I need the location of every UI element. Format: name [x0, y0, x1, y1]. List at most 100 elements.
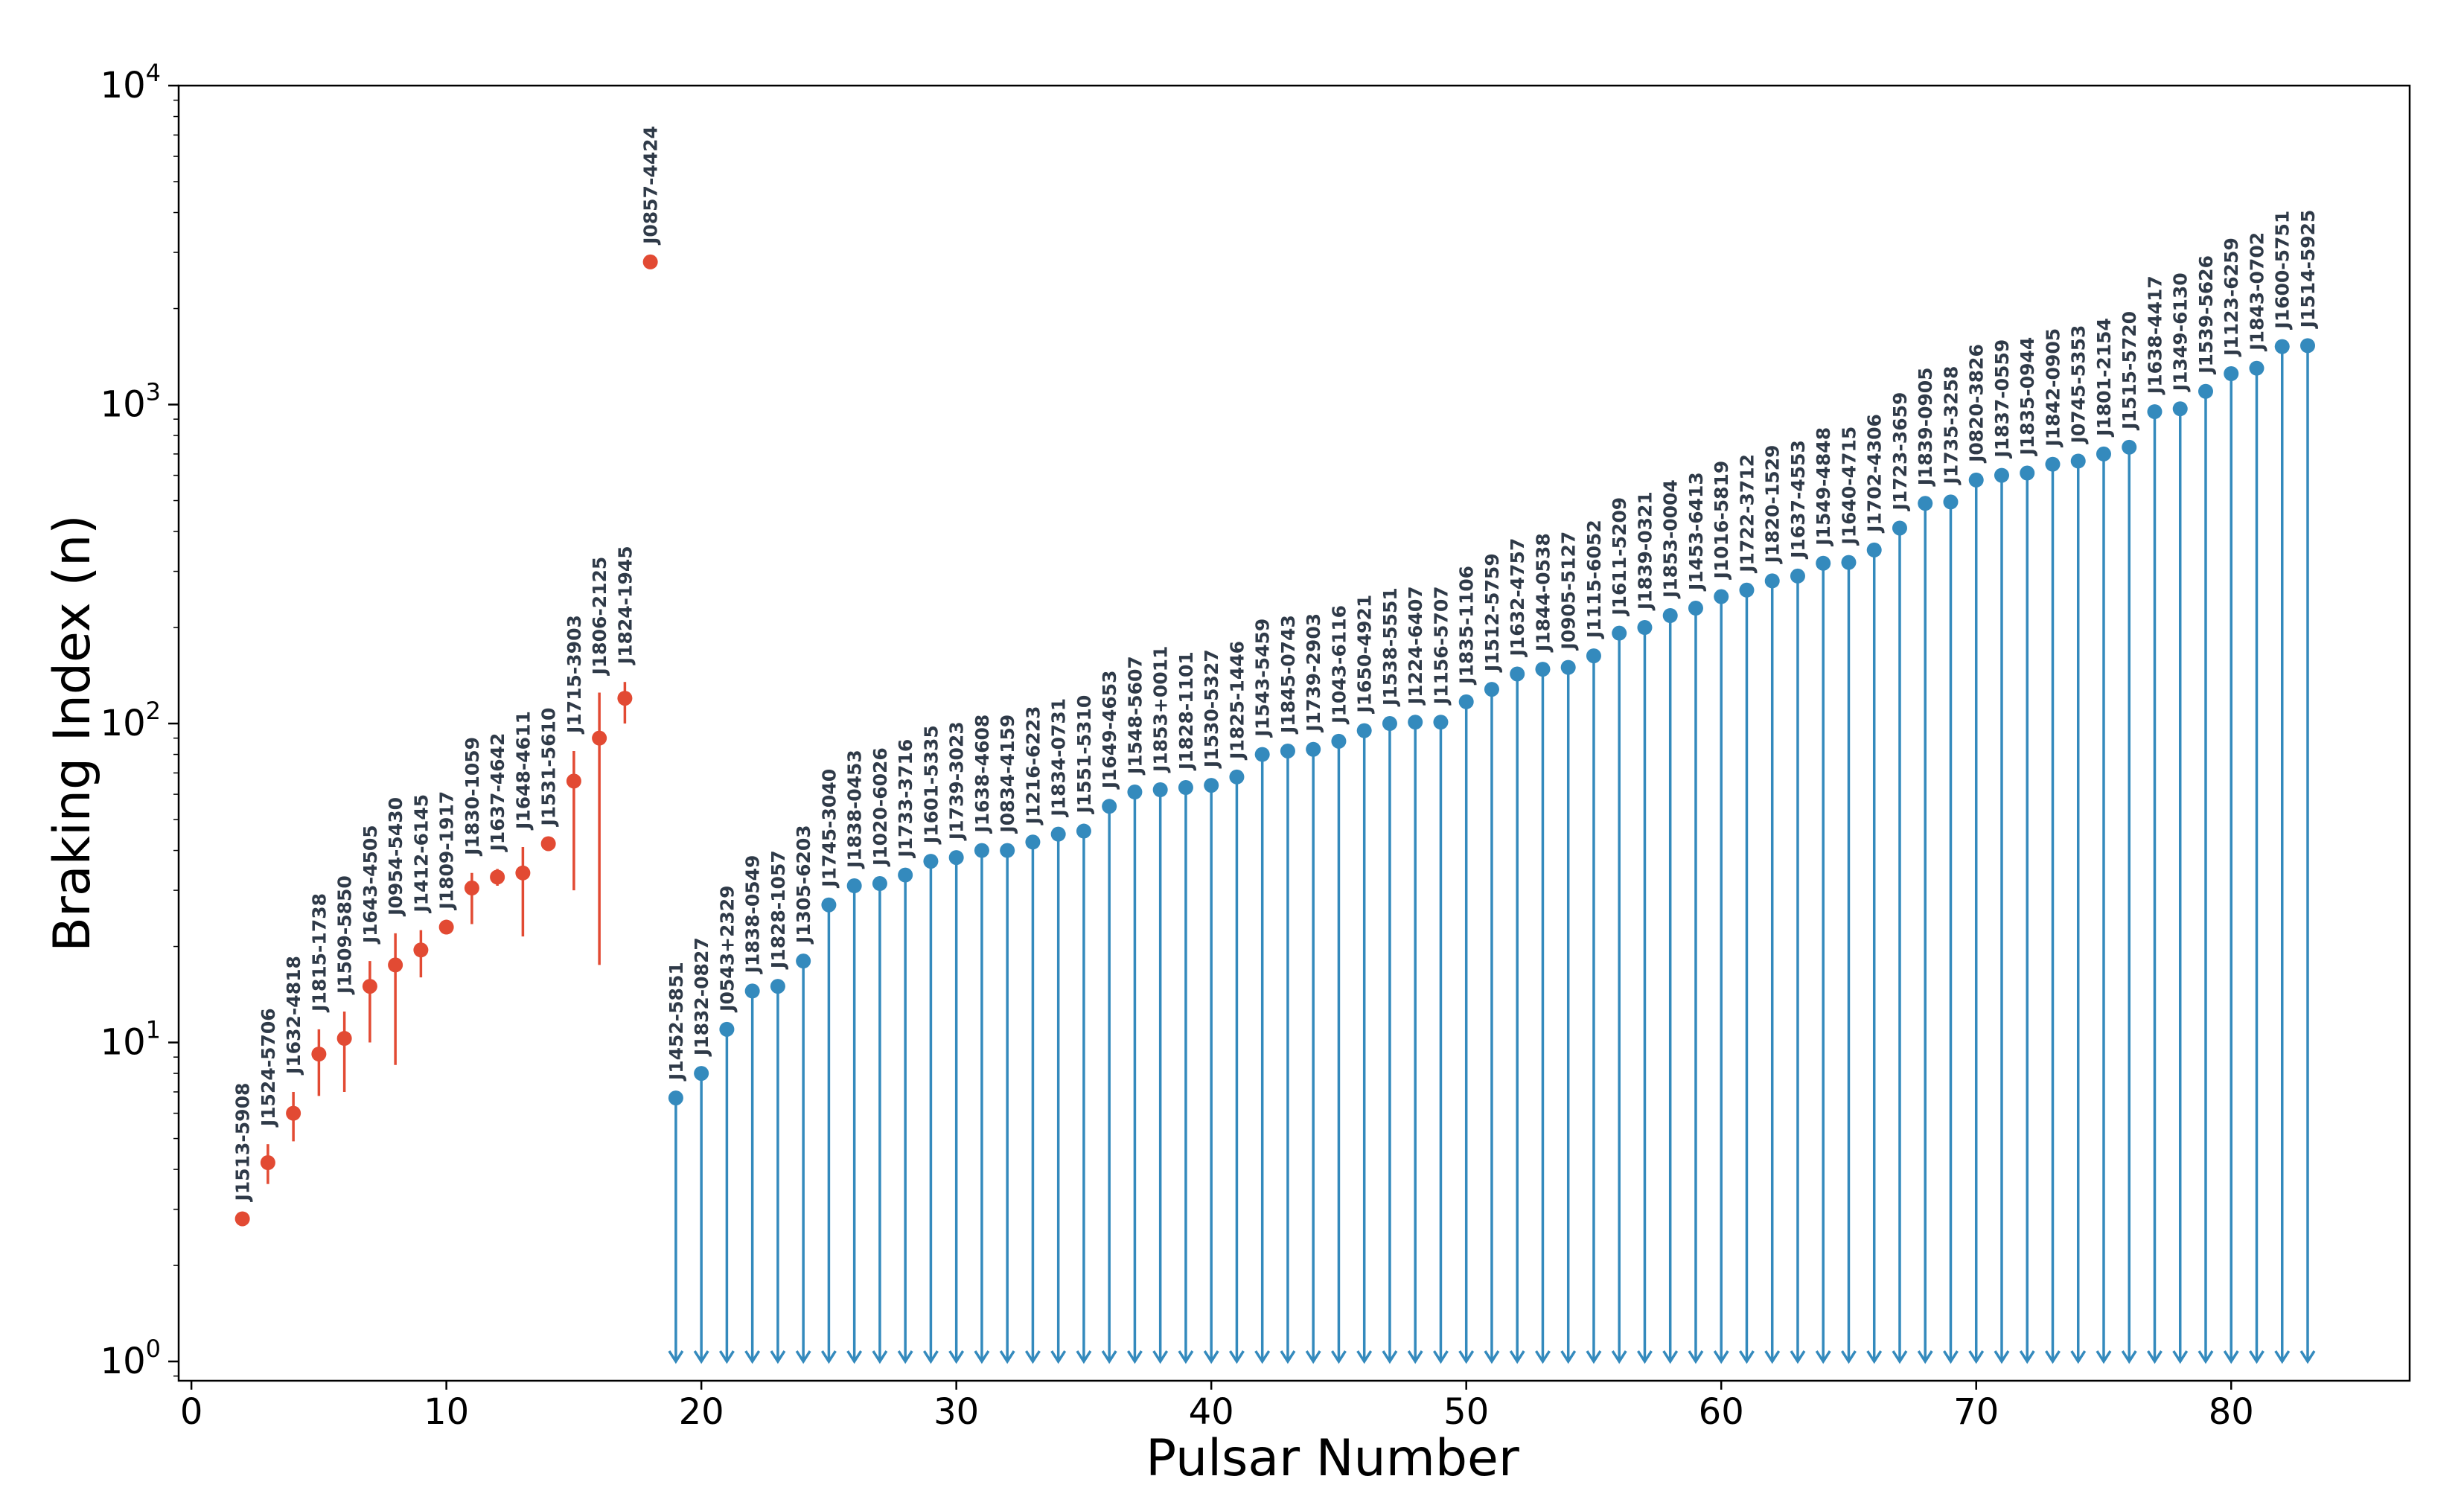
pulsar-label: J1830-1059 [462, 737, 483, 857]
upper-limit-arrow [718, 1350, 735, 1364]
data-point [1586, 648, 1601, 664]
pulsar-label: J0834-4159 [997, 715, 1018, 834]
data-point [1866, 542, 1882, 558]
data-point [311, 1047, 327, 1062]
x-tick-label: 60 [1699, 1391, 1744, 1433]
pulsar-label: J1801-2154 [2093, 318, 2115, 438]
pulsar-label: J1815-1738 [308, 893, 330, 1013]
upper-limit-arrow [1790, 1350, 1806, 1364]
data-point [872, 876, 887, 892]
data-point [796, 953, 811, 969]
pulsar-label: J1632-4757 [1507, 538, 1528, 658]
y-axis: 100 101 102 103 104 [100, 59, 179, 1382]
upper-limit-arrow [1534, 1350, 1551, 1364]
upper-limit-arrow [2070, 1350, 2087, 1364]
upper-limit-arrow [1050, 1350, 1067, 1364]
upper-limit-arrow [1228, 1350, 1245, 1364]
pulsar-label: J1452-5851 [666, 962, 687, 1082]
data-point [413, 942, 429, 958]
pulsar-label: J1349-6130 [2170, 272, 2192, 392]
pulsar-label: J1820-1529 [1762, 445, 1784, 565]
pulsar-label: J0857-4424 [640, 126, 662, 246]
y-tick-label: 101 [100, 1016, 161, 1064]
upper-limit-arrow [2019, 1350, 2035, 1364]
upper-limit-arrow [1178, 1350, 1194, 1364]
data-point [617, 691, 633, 706]
pulsar-label: J1843-0702 [2246, 232, 2267, 352]
x-axis-title: Pulsar Number [1146, 1429, 1519, 1488]
x-tick-label: 70 [1953, 1391, 1999, 1433]
pulsar-label: J1845-0743 [1277, 615, 1299, 735]
pulsar-label: J1839-0321 [1634, 491, 1656, 611]
pulsar-label: J0905-5127 [1558, 531, 1580, 651]
x-tick-label: 80 [2209, 1391, 2254, 1433]
data-point [2224, 365, 2239, 381]
pulsar-label: J1739-2903 [1303, 613, 1324, 733]
upper-limit-arrow [1330, 1350, 1347, 1364]
data-point [1918, 496, 1933, 511]
data-point [1178, 780, 1193, 796]
data-point [668, 1090, 683, 1106]
upper-limit-arrow [1840, 1350, 1857, 1364]
data-point [744, 983, 760, 999]
data-point [1714, 589, 1729, 604]
x-axis: 0 10 20 30 40 50 60 70 80 [180, 1381, 2254, 1433]
upper-limit-arrow [1662, 1350, 1679, 1364]
y-axis-title: Braking Index (n) [43, 514, 102, 951]
y-tick-label: 103 [100, 378, 161, 426]
pulsar-label: J1844-0538 [1532, 533, 1554, 653]
pulsar-label: J1837-0559 [1991, 339, 2013, 459]
data-point [846, 878, 862, 894]
data-point [1382, 716, 1397, 732]
upper-limit-arrow [1024, 1350, 1041, 1364]
upper-limit-arrow [948, 1350, 965, 1364]
pulsar-label: J1514-5925 [2297, 210, 2319, 330]
pulsar-label: J1640-4715 [1838, 427, 1860, 546]
data-point [1764, 573, 1780, 589]
pulsar-label: J1806-2125 [589, 557, 610, 677]
pulsar-label: J1632-4818 [283, 956, 304, 1076]
pulsar-label: J1702-4306 [1864, 414, 1886, 534]
pulsar-label: J1745-3040 [818, 769, 840, 889]
upper-limit-arrow [1636, 1350, 1653, 1364]
upper-limit-arrow [1892, 1350, 1908, 1364]
data-point [1662, 608, 1678, 624]
data-point [898, 867, 913, 883]
data-point [1000, 843, 1015, 858]
upper-limit-arrow [820, 1350, 837, 1364]
x-tick-label: 20 [679, 1391, 724, 1433]
pulsar-label: J1842-0905 [2042, 328, 2064, 448]
data-point [515, 865, 531, 881]
data-point [1050, 826, 1066, 842]
pulsar-label: J1524-5706 [258, 1008, 279, 1128]
pulsar-label: J1648-4611 [512, 711, 534, 831]
pulsar-label: J1838-0453 [844, 750, 866, 869]
pulsar-label: J1835-1106 [1456, 566, 1478, 686]
pulsar-label: J1853+0011 [1150, 646, 1172, 773]
pulsar-label: J1838-0549 [742, 855, 764, 975]
upper-limit-arrow [1484, 1350, 1500, 1364]
data-point [2070, 453, 2086, 469]
upper-limit-arrow [1076, 1350, 1092, 1364]
upper-limit-arrow [2096, 1350, 2112, 1364]
upper-limit-arrow [1280, 1350, 1296, 1364]
pulsar-label: J1531-5610 [538, 708, 560, 828]
data-point [2274, 339, 2290, 354]
pulsar-label: J1828-1101 [1175, 651, 1197, 771]
upper-limit-arrow [1305, 1350, 1321, 1364]
upper-limit-arrow [999, 1350, 1015, 1364]
pulsar-label: J1649-4653 [1099, 670, 1120, 790]
pulsar-label: J1637-4642 [487, 733, 508, 853]
upper-limit-arrow [2198, 1350, 2214, 1364]
data-point [234, 1211, 250, 1227]
upper-limit-arrow [1560, 1350, 1577, 1364]
data-point [1560, 659, 1576, 675]
pulsar-label: J1123-6259 [2221, 237, 2242, 357]
upper-limit-arrow [2045, 1350, 2061, 1364]
x-tick-label: 50 [1443, 1391, 1489, 1433]
data-point [1510, 666, 1525, 682]
data-point [2096, 446, 2111, 461]
upper-limit-arrow [974, 1350, 990, 1364]
data-point [2122, 439, 2137, 455]
